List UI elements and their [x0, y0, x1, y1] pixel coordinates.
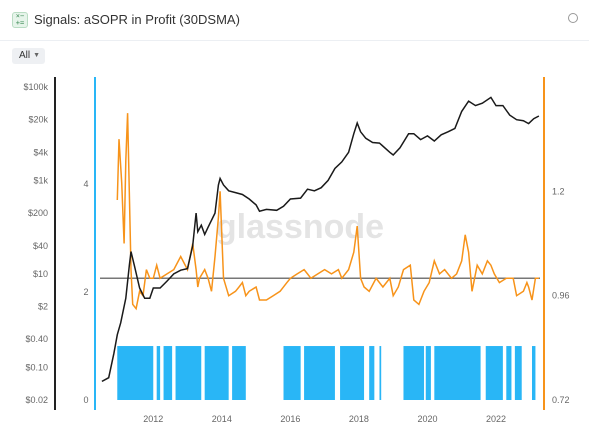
- price-tick-label: $0.02: [25, 395, 48, 405]
- price-tick-label: $40: [33, 241, 48, 251]
- signal-bar: [204, 346, 229, 400]
- signal-bars: [117, 346, 536, 400]
- asopr-tick-label: 1.2: [552, 186, 565, 196]
- range-select[interactable]: All ▼: [12, 48, 45, 64]
- x-tick-label: 2012: [143, 414, 163, 424]
- x-tick-label: 2018: [349, 414, 369, 424]
- signal-bar: [232, 346, 246, 400]
- price-tick-label: $2: [38, 302, 48, 312]
- signal-bar: [434, 346, 481, 400]
- signal-bar: [283, 346, 301, 400]
- signal-bar: [379, 346, 382, 400]
- x-tick-label: 2020: [417, 414, 437, 424]
- price-tick-label: $4k: [33, 147, 48, 157]
- range-select-label: All: [19, 50, 31, 61]
- x-tick-label: 2014: [212, 414, 232, 424]
- asopr-tick-label: 0.96: [552, 291, 570, 301]
- signal-bar: [485, 346, 503, 400]
- price-tick-label: $0.40: [25, 334, 48, 344]
- asopr-line: [116, 113, 539, 311]
- signal-bar: [532, 346, 536, 400]
- signal-bar: [156, 346, 161, 400]
- signal-bar: [514, 346, 522, 400]
- price-axis-ticks: $100k $20k $4k $1k $200 $40 $10 $2 $0.40 $0.10 $0.…: [23, 82, 48, 405]
- signal-tick-label: 0: [83, 395, 88, 405]
- signal-bar: [403, 346, 425, 400]
- x-axis-ticks: 2012 2014 2016 2018 2020 2022: [143, 414, 506, 424]
- signal-bar: [425, 346, 431, 400]
- signal-tick-label: 2: [83, 287, 88, 297]
- price-tick-label: $100k: [23, 82, 48, 92]
- signal-bar: [506, 346, 512, 400]
- price-line: [101, 96, 540, 383]
- signal-bar: [340, 346, 365, 400]
- chevron-down-icon: ▼: [33, 52, 40, 59]
- gear-icon[interactable]: [568, 13, 578, 23]
- signal-bar: [304, 346, 335, 400]
- signal-bar: [117, 346, 154, 400]
- signal-bar: [369, 346, 375, 400]
- price-tick-label: $0.10: [25, 362, 48, 372]
- price-tick-label: $20k: [28, 115, 48, 125]
- signal-tick-label: 4: [83, 179, 88, 189]
- asopr-axis-ticks: 1.2 0.96 0.72: [552, 186, 570, 405]
- price-tick-label: $200: [28, 208, 48, 218]
- chart-header: ×− += Signals: aSOPR in Profit (30DSMA): [0, 0, 589, 41]
- calculator-icon: ×− +=: [12, 12, 28, 28]
- x-tick-label: 2022: [486, 414, 506, 424]
- price-tick-label: $10: [33, 269, 48, 279]
- price-tick-label: $1k: [33, 175, 48, 185]
- signal-bar: [175, 346, 202, 400]
- x-tick-label: 2016: [280, 414, 300, 424]
- asopr-tick-label: 0.72: [552, 395, 570, 405]
- signal-bar: [163, 346, 173, 400]
- chart-title: Signals: aSOPR in Profit (30DSMA): [34, 12, 240, 27]
- signal-axis-ticks: 4 2 0: [83, 179, 88, 405]
